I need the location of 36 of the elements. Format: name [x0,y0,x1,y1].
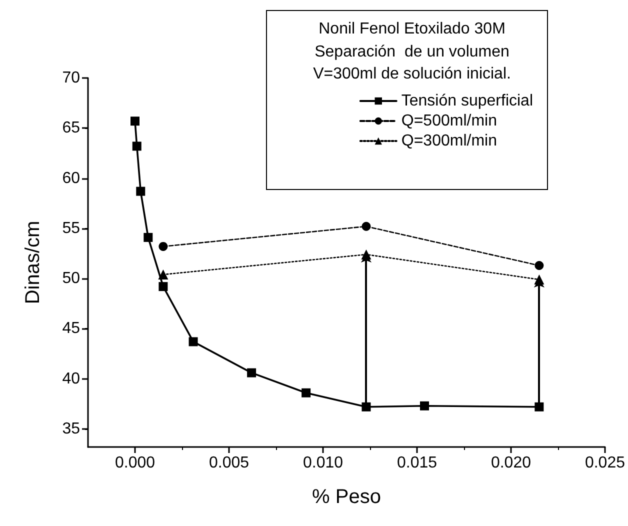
point [130,116,140,126]
point [534,261,544,270]
y-tick-label: 55 [62,220,80,237]
point [188,337,198,346]
point [534,274,544,285]
point [158,282,168,292]
point [158,242,168,251]
x-tick-label: 0.010 [302,454,344,472]
y-tick-label: 45 [62,320,80,338]
y-tick-label: 65 [62,120,80,137]
y-tick-label: 40 [62,370,80,388]
point [144,232,153,242]
y-tick-label: 60 [62,170,80,187]
point [247,368,256,378]
x-tick-label: 0.015 [396,454,438,472]
y-axis-title: Dinas/cm [22,220,44,304]
legend-label: Q=300ml/min [401,132,497,150]
point [420,401,430,410]
point [362,222,371,231]
chart-title: Nonil Fenol Etoxilado 30M [318,20,506,38]
x-tick-label: 0.000 [114,454,156,472]
y-tick-label: 70 [62,70,80,86]
x-tick-label: 0.005 [208,454,250,472]
point [361,249,372,260]
point [136,186,146,196]
point [158,270,168,280]
legend-label: Q=500ml/min [401,112,497,130]
chart-subtitle: Separación de un volumen V=300ml de solución inicial. [313,44,511,82]
x-axis-title: % Peso [312,486,381,508]
x-tick-label: 0.020 [490,454,532,472]
legend-label: Tensión superficial [401,92,533,110]
x-tick-label: 0.025 [584,454,626,472]
point [132,142,142,151]
y-tick-label: 35 [62,420,80,438]
point [302,388,311,398]
y-tick-label: 50 [62,270,80,288]
